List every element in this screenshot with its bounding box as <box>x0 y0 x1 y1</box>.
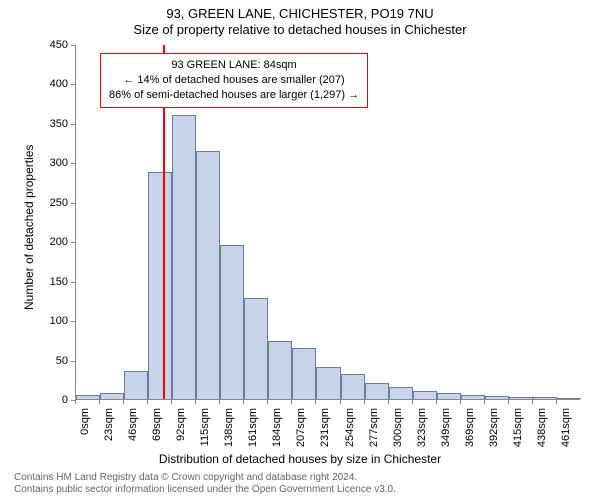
histogram-bar <box>316 367 340 399</box>
histogram-bar <box>124 371 148 399</box>
x-tick-mark <box>147 400 148 404</box>
histogram-bar <box>268 341 292 399</box>
histogram-bar <box>220 245 244 399</box>
histogram-bar <box>509 397 533 399</box>
histogram-bar <box>100 393 124 399</box>
y-tick-label: 50 <box>56 355 68 367</box>
x-tick-mark <box>171 400 172 404</box>
callout-line: 86% of semi-detached houses are larger (… <box>109 88 359 103</box>
x-tick-mark <box>267 400 268 404</box>
x-tick-mark <box>123 400 124 404</box>
y-tick-label: 200 <box>50 236 68 248</box>
x-tick-label: 46sqm <box>127 408 139 441</box>
y-tick-label: 450 <box>50 39 68 51</box>
histogram-bar <box>557 398 581 399</box>
y-tick-label: 0 <box>62 394 68 406</box>
y-tick-label: 300 <box>50 157 68 169</box>
footer-line-2: Contains public sector information licen… <box>14 484 396 496</box>
x-tick-mark <box>243 400 244 404</box>
histogram-bar <box>292 348 316 399</box>
histogram-bar <box>148 172 172 399</box>
histogram-bar <box>485 396 509 399</box>
x-tick-mark <box>75 400 76 404</box>
x-tick-mark <box>99 400 100 404</box>
chart-container: 93, GREEN LANE, CHICHESTER, PO19 7NU Siz… <box>0 0 600 500</box>
x-tick-mark <box>340 400 341 404</box>
x-tick-label: 92sqm <box>175 408 187 441</box>
x-tick-mark <box>291 400 292 404</box>
callout-box: 93 GREEN LANE: 84sqm← 14% of detached ho… <box>100 53 368 108</box>
y-tick-label: 100 <box>50 315 68 327</box>
histogram-bar <box>437 393 461 399</box>
x-tick-label: 0sqm <box>79 408 91 435</box>
histogram-bar <box>461 395 485 399</box>
x-tick-label: 438sqm <box>536 408 548 447</box>
x-tick-label: 161sqm <box>247 408 259 447</box>
histogram-bar <box>196 151 220 400</box>
x-tick-label: 369sqm <box>464 408 476 447</box>
histogram-bar <box>244 298 268 399</box>
x-tick-mark <box>484 400 485 404</box>
y-tick-label: 250 <box>50 197 68 209</box>
x-tick-label: 231sqm <box>319 408 331 447</box>
histogram-bar <box>533 397 557 399</box>
x-tick-label: 207sqm <box>295 408 307 447</box>
x-tick-label: 415sqm <box>512 408 524 447</box>
histogram-bar <box>76 395 100 399</box>
x-tick-label: 115sqm <box>199 408 211 446</box>
x-tick-mark <box>195 400 196 404</box>
x-tick-label: 461sqm <box>560 408 572 447</box>
x-tick-mark <box>532 400 533 404</box>
title-line-1: 93, GREEN LANE, CHICHESTER, PO19 7NU <box>0 6 600 21</box>
footer-line-1: Contains HM Land Registry data © Crown c… <box>14 472 396 484</box>
x-tick-mark <box>219 400 220 404</box>
x-tick-label: 323sqm <box>416 408 428 447</box>
x-tick-mark <box>364 400 365 404</box>
x-tick-mark <box>508 400 509 404</box>
title-line-2: Size of property relative to detached ho… <box>0 22 600 37</box>
histogram-bar <box>365 383 389 399</box>
histogram-bar <box>341 374 365 399</box>
histogram-bar <box>413 391 437 399</box>
x-tick-mark <box>460 400 461 404</box>
x-tick-label: 23sqm <box>103 408 115 441</box>
x-tick-label: 254sqm <box>344 408 356 447</box>
x-tick-mark <box>436 400 437 404</box>
x-tick-label: 300sqm <box>392 408 404 447</box>
x-tick-label: 277sqm <box>368 408 380 447</box>
y-tick-label: 350 <box>50 118 68 130</box>
x-tick-label: 349sqm <box>440 408 452 447</box>
y-tick-label: 400 <box>50 78 68 90</box>
x-tick-label: 138sqm <box>223 408 235 447</box>
x-tick-mark <box>388 400 389 404</box>
histogram-bar <box>172 115 196 399</box>
y-tick-label: 150 <box>50 276 68 288</box>
histogram-bar <box>389 387 413 399</box>
x-tick-mark <box>315 400 316 404</box>
x-tick-mark <box>556 400 557 404</box>
x-tick-mark <box>412 400 413 404</box>
x-axis-label: Distribution of detached houses by size … <box>0 452 600 466</box>
footer-attribution: Contains HM Land Registry data © Crown c… <box>14 472 396 496</box>
x-tick-label: 392sqm <box>488 408 500 447</box>
callout-line: ← 14% of detached houses are smaller (20… <box>109 73 359 88</box>
x-tick-label: 184sqm <box>271 408 283 447</box>
callout-line: 93 GREEN LANE: 84sqm <box>109 58 359 73</box>
x-tick-label: 69sqm <box>151 408 163 441</box>
y-axis-label: Number of detached properties <box>22 145 36 310</box>
